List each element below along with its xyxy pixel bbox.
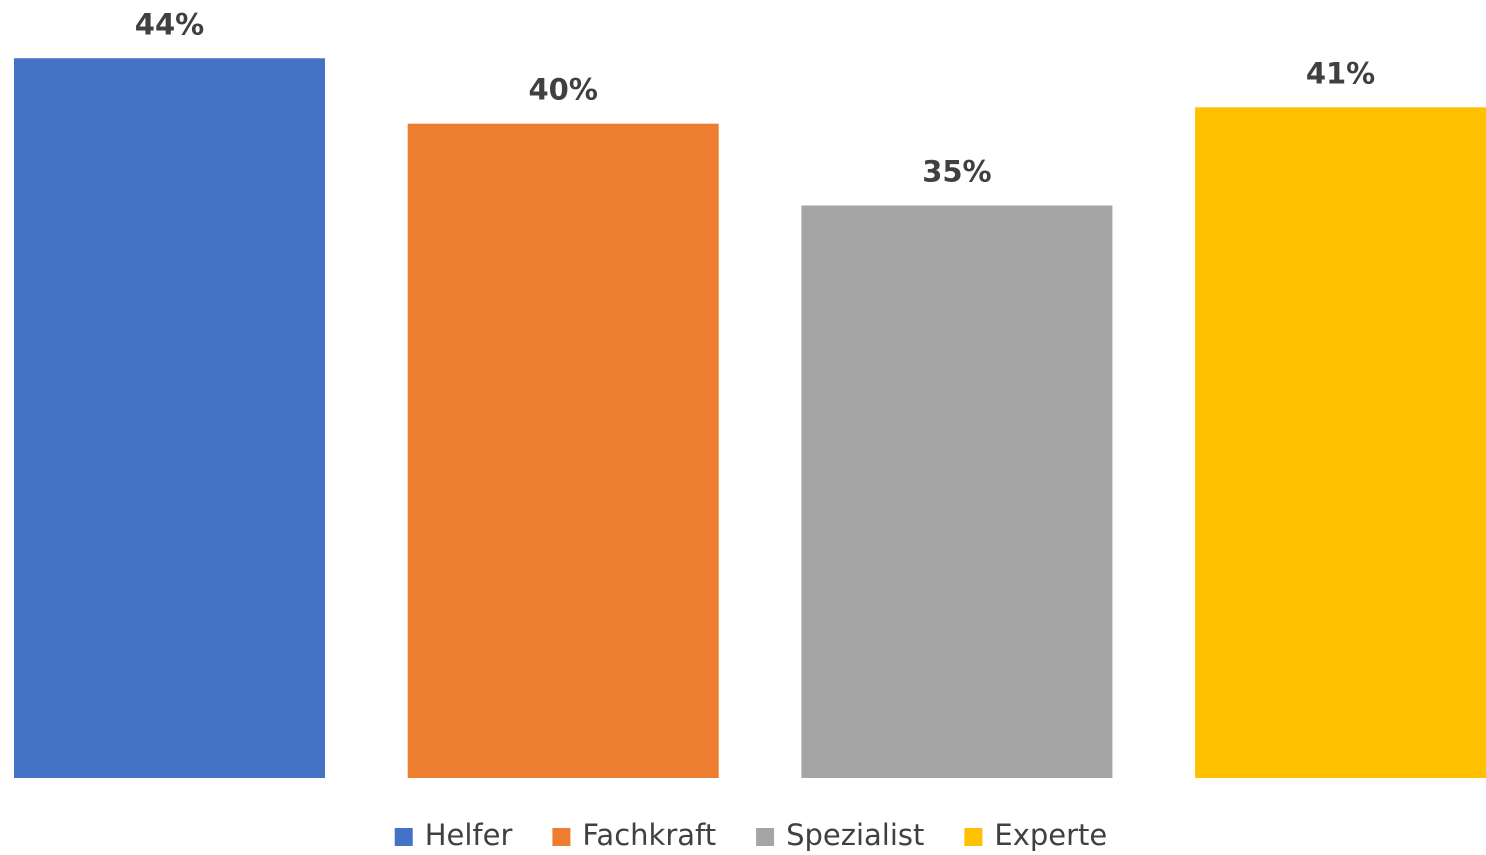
legend-label: Fachkraft — [582, 818, 716, 852]
legend-label: Helfer — [425, 818, 513, 852]
bar — [1195, 107, 1486, 779]
data-label: 35% — [922, 154, 991, 188]
legend-label: Experte — [994, 818, 1107, 852]
legend-swatch — [964, 828, 983, 846]
data-label: 41% — [1306, 56, 1375, 90]
legend-swatch — [756, 828, 775, 846]
legend-label: Spezialist — [786, 818, 924, 852]
legend-swatch — [552, 828, 571, 846]
bar — [14, 58, 325, 779]
bar — [801, 205, 1113, 778]
data-label: 44% — [135, 7, 204, 41]
data-label: 40% — [528, 73, 597, 107]
legend-swatch — [394, 828, 413, 846]
bar — [407, 123, 719, 779]
